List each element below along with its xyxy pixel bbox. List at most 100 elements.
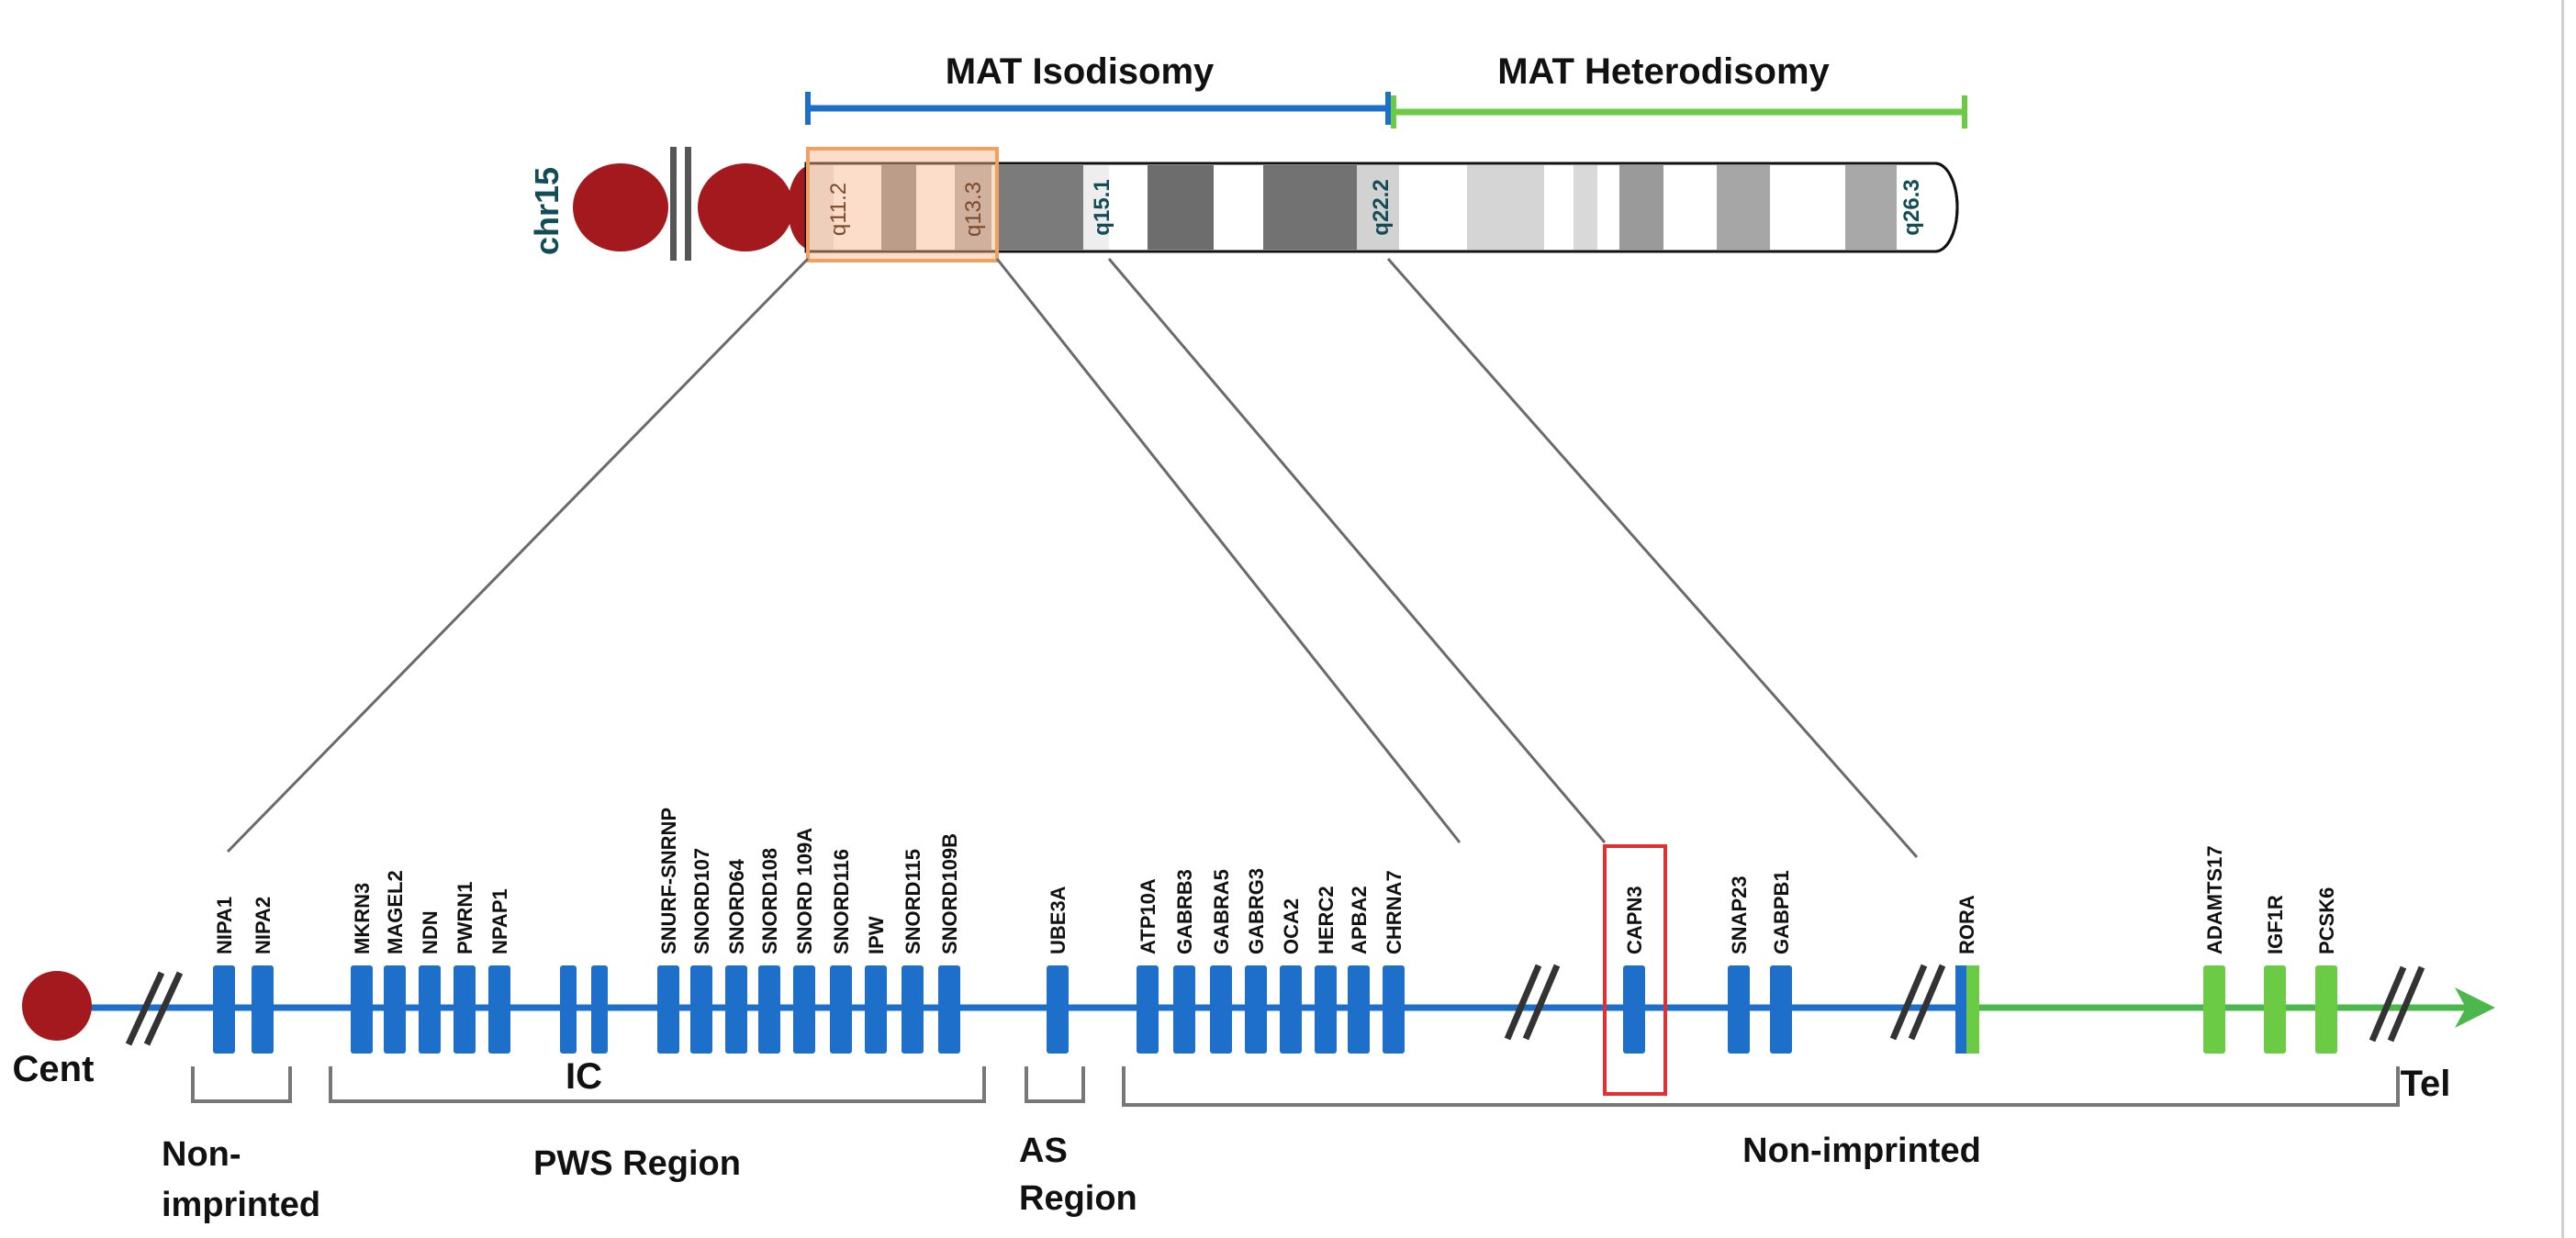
genes-green [1966,965,2337,1054]
gene-oca2-box [1280,965,1302,1054]
isodisomy-label: MAT Isodisomy [946,51,1215,92]
gene-label-herc2: HERC2 [1315,886,1338,954]
gene-label-igf1r: IGF1R [2264,895,2287,954]
gene-label-rora: RORA [1955,895,1978,954]
region-nonimprinted-1-line2: imprinted [162,1186,320,1224]
heterodisomy-label: MAT Heterodisomy [1497,51,1830,92]
region-pws: PWS Region [533,1144,741,1183]
p-arm-ball-2 [698,163,793,251]
gene-snord116-box [830,965,852,1054]
region-nonimprinted-2: Non-imprinted [1742,1132,1981,1170]
gene-label-pcsk6: PCSK6 [2315,887,2338,954]
gene-label-ndn: NDN [419,910,442,954]
gene-nipa2-box [252,965,274,1054]
gene-label-gabrb3: GABRB3 [1173,869,1196,954]
gene-label-snord109b: SNORD109B [938,833,961,954]
centromere-ball [22,971,92,1041]
gene-ube3a-box [1047,965,1069,1054]
gene-rora-box-blue [1955,965,1966,1054]
region-as-line1: AS [1019,1132,1068,1170]
band-q11-2: q11.2 [826,183,851,236]
zoom-lines [226,257,1919,858]
gene-chrna7-box [1383,965,1405,1054]
region-brackets [191,1066,2400,1107]
p-arm-ball-1 [573,163,668,251]
gene-magel2-box [384,965,406,1054]
region-nonimprinted-1-line1: Non- [162,1135,241,1174]
right-edge-border [2561,0,2564,1238]
band-q13-3: q13.3 [961,182,986,237]
gene-snord107-box [690,965,712,1054]
gene-label-adamts17: ADAMTS17 [2203,845,2226,954]
gene-pwrn1-box [454,965,476,1054]
ic-label: IC [566,1056,602,1097]
gene-rora-box-green [1966,965,1979,1054]
break-marks [125,964,2425,1046]
gene-snurf-box [657,965,679,1054]
gene-snord109a-box [793,965,815,1054]
gene-label-oca2: OCA2 [1280,898,1303,954]
gene-herc2-box [1315,965,1337,1054]
gene-capn3-box [1623,965,1645,1054]
gene-label-magel2: MAGEL2 [384,870,407,954]
gene-label-mkrn3: MKRN3 [351,883,374,954]
tel-label: Tel [2401,1064,2451,1104]
gene-label-snord107: SNORD107 [690,848,713,954]
band-q22-2: q22.2 [1369,179,1394,235]
gene-label-capn3: CAPN3 [1623,886,1646,954]
gene-label-gabrg3: GABRG3 [1245,868,1268,954]
band-q15-1: q15.1 [1090,179,1114,235]
gene-label-nipa1: NIPA1 [213,897,236,954]
gene-label-snord116: SNORD116 [830,849,853,954]
gene-snord115-box [902,965,924,1054]
capn3-highlight-box [1603,844,1667,1096]
ic-box-1 [560,965,577,1054]
gene-ipw-box [865,965,887,1054]
gene-snord109b-box [938,965,960,1054]
gene-label-snord108: SNORD108 [758,848,781,954]
band-q26-3: q26.3 [1899,179,1924,235]
gene-label-chrna7: CHRNA7 [1383,870,1406,954]
break-mark-right [685,147,691,261]
gene-ndn-box [419,965,441,1054]
gene-npap1-box [488,965,510,1054]
gene-gabrg3-box [1245,965,1267,1054]
gene-snap23-box [1728,965,1750,1054]
gene-label-gabpb1: GABPB1 [1770,870,1793,954]
gene-label-snord109a: SNORD 109A [793,828,816,954]
gene-label-atp10a: ATP10A [1137,878,1159,954]
gene-label-apba2: APBA2 [1348,886,1371,954]
bracket-nonimprinted-1 [191,1066,292,1103]
cent-label: Cent [13,1049,95,1089]
zoom-highlight-box [806,147,999,262]
gene-label-nipa2: NIPA2 [252,897,274,954]
gene-igf1r-box [2264,965,2286,1054]
region-as-line2: Region [1019,1179,1137,1218]
q-arm [804,147,1959,262]
gene-label-gabra5: GABRA5 [1210,869,1233,954]
genes-blue [213,965,1966,1054]
bracket-nonimprinted-2 [1122,1066,2400,1107]
gene-adamts17-box [2203,965,2225,1054]
heterodisomy-bracket [1391,95,1967,128]
gene-label-snord115: SNORD115 [902,849,924,954]
gene-gabra5-box [1210,965,1232,1054]
bracket-as [1025,1066,1085,1103]
tel-arrow [2455,987,2495,1028]
gene-mkrn3-box [351,965,373,1054]
gene-label-snurf: SNURF-SNRNP [657,808,680,954]
gene-snord108-box [758,965,780,1054]
gene-label-snap23: SNAP23 [1728,876,1751,954]
gene-apba2-box [1348,965,1370,1054]
bracket-pws [329,1066,986,1103]
ic-box-2 [591,965,608,1054]
break-mark-left [670,147,677,261]
gene-gabpb1-box [1770,965,1792,1054]
gene-label-npap1: NPAP1 [488,888,511,954]
isodisomy-bracket [805,92,1391,125]
gene-snord64-box [725,965,747,1054]
gene-label-snord64: SNORD64 [725,858,748,954]
gene-pcsk6-box [2315,965,2337,1054]
gene-gabrb3-box [1173,965,1195,1054]
